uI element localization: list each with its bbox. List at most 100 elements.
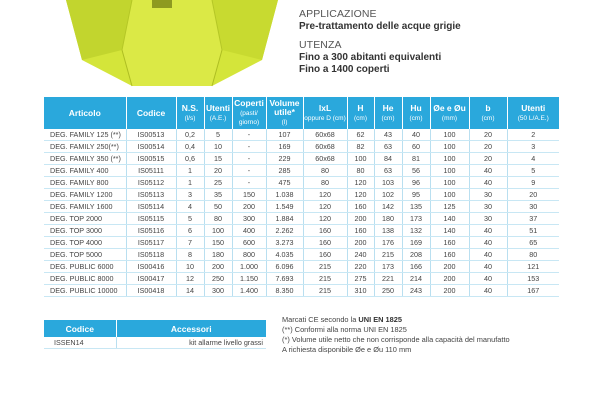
table-cell: 400 xyxy=(232,224,267,237)
table-cell: 62 xyxy=(347,129,375,141)
table-cell: 3.273 xyxy=(266,236,304,249)
accessory-name: kit allarme livello grassi xyxy=(116,337,266,349)
table-cell: 221 xyxy=(374,272,403,285)
table-cell: 37 xyxy=(507,212,559,225)
table-cell: 50 xyxy=(204,200,233,213)
table-cell: 176 xyxy=(374,236,403,249)
table-cell: 5 xyxy=(204,129,233,141)
table-cell: 8.350 xyxy=(266,284,304,297)
note-conformity: (**) Conformi alla norma UNI EN 1825 xyxy=(282,325,407,334)
note-volume: (*) Volume utile netto che non corrispon… xyxy=(282,335,510,344)
table-cell: 1.884 xyxy=(266,212,304,225)
tank-product-image xyxy=(66,0,278,87)
table-cell: 135 xyxy=(402,200,431,213)
table-cell: 243 xyxy=(402,284,431,297)
table-cell: 0,6 xyxy=(176,152,205,165)
table-cell: 4 xyxy=(507,152,559,165)
table-cell: 140 xyxy=(430,224,470,237)
table-cell: 60 xyxy=(402,140,431,153)
table-cell: 10 xyxy=(176,260,205,273)
table-cell: 200 xyxy=(347,236,375,249)
table-cell: 160 xyxy=(347,224,375,237)
table-cell: - xyxy=(232,152,267,165)
table-cell: 40 xyxy=(469,164,508,177)
table-cell: 0,4 xyxy=(176,140,205,153)
table-cell: 229 xyxy=(266,152,304,165)
table-row: DEG. TOP 3000 IS05116 6 100 400 2.262 160 160 13… xyxy=(44,224,559,237)
table-cell: - xyxy=(232,140,267,153)
table-cell: 20 xyxy=(204,164,233,177)
table-cell: 200 xyxy=(232,200,267,213)
table-cell: 475 xyxy=(266,176,304,189)
table-cell: 5 xyxy=(507,164,559,177)
col-header-codice: Codice xyxy=(126,97,177,129)
table-cell: 25 xyxy=(204,176,233,189)
applicazione-value: Pre-trattamento delle acque grigie xyxy=(299,21,461,32)
table-cell: 20 xyxy=(469,152,508,165)
table-cell: 120 xyxy=(303,212,348,225)
table-cell: 160 xyxy=(430,248,470,261)
table-row: DEG. FAMILY 125 (**) IS00513 0,2 5-107 60x68… xyxy=(44,129,559,141)
table-cell: 95 xyxy=(402,188,431,201)
table-cell: 300 xyxy=(232,212,267,225)
table-cell: 65 xyxy=(507,236,559,249)
table-cell: DEG. FAMILY 400 xyxy=(44,164,127,177)
table-cell: 300 xyxy=(204,284,233,297)
table-cell: 82 xyxy=(347,140,375,153)
table-cell: 200 xyxy=(430,284,470,297)
accessories-row: ISSEN14 kit allarme livello grassi xyxy=(44,337,266,349)
table-cell: 208 xyxy=(402,248,431,261)
utenza-line-2: Fino a 1400 coperti xyxy=(299,64,390,75)
table-cell: 100 xyxy=(430,152,470,165)
table-cell: DEG. TOP 2000 xyxy=(44,212,127,225)
table-cell: DEG. FAMILY 800 xyxy=(44,176,127,189)
table-cell: 120 xyxy=(347,176,375,189)
table-cell: 43 xyxy=(374,129,403,141)
table-cell: 200 xyxy=(430,272,470,285)
applicazione-heading: APPLICAZIONE xyxy=(299,8,377,20)
table-cell: 132 xyxy=(402,224,431,237)
table-cell: 125 xyxy=(430,200,470,213)
accessory-code: ISSEN14 xyxy=(44,337,117,349)
col-header-hu: Hu (cm) xyxy=(402,97,431,129)
table-cell: DEG. TOP 5000 xyxy=(44,248,127,261)
table-cell: 100 xyxy=(347,152,375,165)
table-cell: 1 xyxy=(176,164,205,177)
table-cell: DEG. FAMILY 350 (**) xyxy=(44,152,127,165)
table-cell: 167 xyxy=(507,284,559,297)
table-cell: 138 xyxy=(374,224,403,237)
table-row: DEG. FAMILY 400 IS05111 1 20-285 80 80 63 56 100… xyxy=(44,164,559,177)
table-cell: 103 xyxy=(374,176,403,189)
table-cell: DEG. PUBLIC 10000 xyxy=(44,284,127,297)
table-cell: 7 xyxy=(176,236,205,249)
table-cell: IS00513 xyxy=(126,129,177,141)
table-cell: 35 xyxy=(204,188,233,201)
table-cell: 30 xyxy=(469,188,508,201)
table-cell: 40 xyxy=(469,284,508,297)
table-cell: 80 xyxy=(507,248,559,261)
table-cell: 169 xyxy=(402,236,431,249)
table-cell: 107 xyxy=(266,129,304,141)
table-cell: 30 xyxy=(469,212,508,225)
col-header-ns: N.S. (l/s) xyxy=(176,97,205,129)
table-cell: 140 xyxy=(430,212,470,225)
table-cell: 80 xyxy=(204,212,233,225)
table-cell: 1.400 xyxy=(232,284,267,297)
table-cell: 121 xyxy=(507,260,559,273)
table-cell: 215 xyxy=(303,284,348,297)
table-cell: 30 xyxy=(507,200,559,213)
table-cell: 0,2 xyxy=(176,129,205,141)
table-row: DEG. PUBLIC 10000 IS00418 14 300 1.400 8.350 2… xyxy=(44,284,559,297)
table-cell: 120 xyxy=(303,200,348,213)
table-cell: IS05115 xyxy=(126,212,177,225)
col-header-he: He (cm) xyxy=(374,97,403,129)
table-cell: 150 xyxy=(204,236,233,249)
table-cell: 100 xyxy=(430,176,470,189)
table-cell: 100 xyxy=(430,129,470,141)
col-header-articolo: Articolo xyxy=(44,97,127,129)
table-cell: 1 xyxy=(176,176,205,189)
table-cell: 3 xyxy=(176,188,205,201)
table-cell: DEG. FAMILY 125 (**) xyxy=(44,129,127,141)
table-cell: IS05114 xyxy=(126,200,177,213)
accessories-header-code: Codice xyxy=(44,320,117,337)
